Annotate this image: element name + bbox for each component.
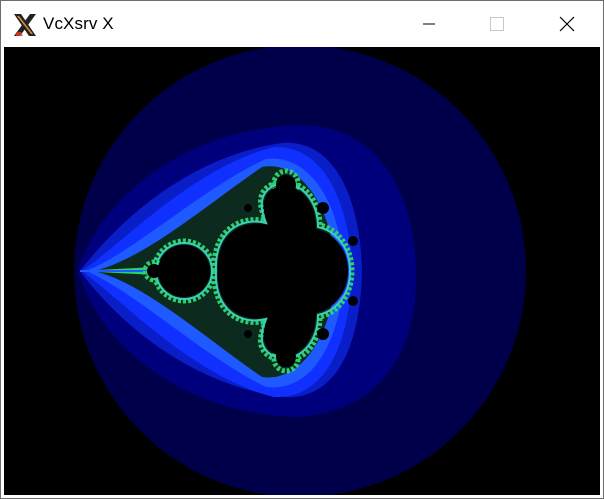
maximize-button[interactable]	[463, 1, 531, 47]
minimize-button[interactable]	[395, 1, 463, 47]
x-logo-icon	[12, 12, 38, 38]
x-display-canvas[interactable]	[4, 47, 600, 495]
title-bar[interactable]: VcXsrv X	[1, 1, 603, 47]
maximize-icon	[490, 17, 504, 31]
mandelbrot-set-interior	[147, 175, 358, 367]
window-title: VcXsrv X	[43, 14, 114, 33]
mandelbrot-fractal-image	[4, 47, 600, 495]
minimize-icon	[423, 23, 435, 25]
close-button[interactable]	[533, 1, 601, 47]
close-icon	[559, 16, 575, 32]
